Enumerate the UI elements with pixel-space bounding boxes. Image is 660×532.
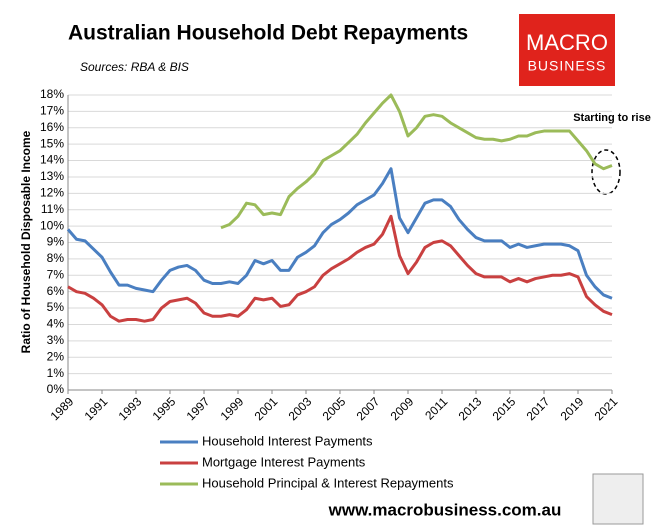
- y-tick-label: 10%: [40, 218, 64, 232]
- x-tick-label: 2011: [422, 394, 450, 422]
- subtitle: Sources: RBA & BIS: [80, 60, 189, 74]
- x-tick-label: 2003: [286, 394, 315, 423]
- y-tick-label: 13%: [40, 169, 64, 183]
- x-tick-label: 1989: [48, 394, 77, 423]
- y-tick-label: 17%: [40, 104, 64, 118]
- y-tick-label: 7%: [47, 267, 65, 281]
- legend-label: Household Principal & Interest Repayment…: [202, 475, 454, 490]
- x-tick-label: 2009: [388, 394, 417, 423]
- chart-title: Australian Household Debt Repayments: [68, 22, 468, 45]
- series-line: [220, 93, 613, 230]
- footer: www.macrobusiness.com.au: [328, 500, 562, 519]
- series-line: [67, 214, 613, 323]
- y-tick-label: 11%: [41, 202, 64, 216]
- y-tick-label: 8%: [47, 251, 65, 265]
- x-tick-label: 2015: [490, 394, 519, 423]
- x-tick-label: 2017: [524, 394, 553, 423]
- y-tick-label: 12%: [40, 186, 64, 200]
- x-tick-label: 2005: [320, 394, 349, 423]
- logo-text: MACRO: [526, 30, 608, 55]
- x-tick-label: 2013: [456, 394, 485, 423]
- y-tick-label: 18%: [40, 87, 64, 101]
- annotation: Starting to rise: [573, 112, 651, 124]
- logo-text: BUSINESS: [528, 58, 607, 74]
- y-tick-label: 1%: [47, 366, 65, 380]
- legend-label: Household Interest Payments: [202, 433, 373, 448]
- y-tick-label: 14%: [40, 153, 64, 167]
- annotation-ellipse: [591, 149, 621, 195]
- logo-box: [519, 14, 615, 86]
- x-tick-label: 1991: [82, 394, 111, 423]
- legend-label: Mortgage Interest Payments: [202, 454, 366, 469]
- y-tick-label: 0%: [47, 382, 65, 396]
- logo-icon: [592, 473, 644, 525]
- y-tick-label: 9%: [47, 235, 65, 249]
- y-tick-label: 5%: [47, 300, 65, 314]
- y-axis-label: Ratio of Household Disposable Income: [19, 130, 33, 353]
- x-tick-label: 2019: [558, 394, 587, 423]
- y-tick-label: 3%: [47, 333, 65, 347]
- y-tick-label: 16%: [40, 120, 64, 134]
- y-tick-label: 15%: [40, 136, 64, 150]
- x-tick-label: 2007: [354, 394, 383, 423]
- y-tick-label: 6%: [47, 284, 65, 298]
- y-tick-label: 2%: [47, 349, 65, 363]
- x-tick-label: 2001: [252, 394, 281, 423]
- y-tick-label: 4%: [47, 317, 65, 331]
- x-tick-label: 1995: [150, 394, 179, 423]
- series-line: [66, 167, 613, 300]
- x-tick-label: 1999: [218, 394, 247, 423]
- x-tick-label: 2021: [592, 394, 621, 423]
- x-tick-label: 1997: [184, 394, 213, 423]
- x-tick-label: 1993: [116, 394, 145, 423]
